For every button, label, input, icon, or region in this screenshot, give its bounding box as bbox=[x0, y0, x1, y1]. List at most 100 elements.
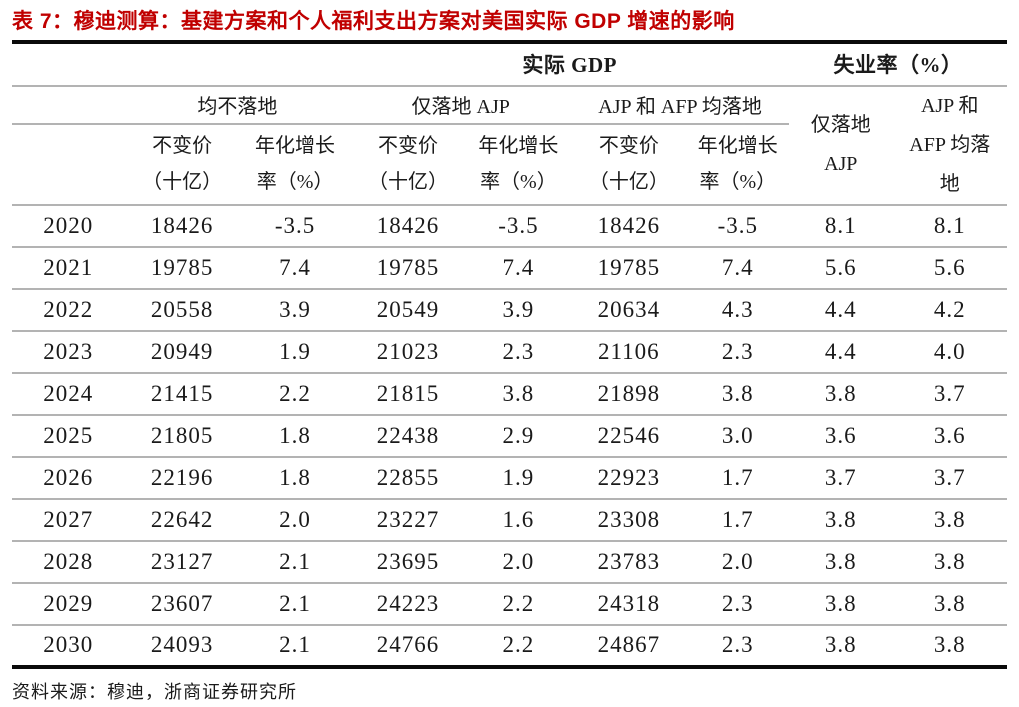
value-cell: 4.4 bbox=[789, 330, 893, 374]
value-cell: 3.8 bbox=[933, 632, 966, 657]
value-cell: 7.4 bbox=[465, 246, 572, 290]
value-cell: 18426 bbox=[571, 204, 687, 248]
year-cell: 2027 bbox=[12, 498, 125, 542]
value-cell: 3.0 bbox=[686, 414, 790, 458]
year-cell: 2030 bbox=[43, 632, 94, 657]
table-row: 2028 23127 2.1 23695 2.0 23783 2.0 3.8 3.8 bbox=[12, 540, 1007, 584]
table-row: 2024 21415 2.2 21815 3.8 21898 3.8 3.8 3.7 bbox=[12, 372, 1007, 416]
value-cell: 19785 bbox=[124, 246, 240, 290]
header-level-ajp-and-afp: 不变价 （十亿） bbox=[571, 123, 687, 206]
value-cell: 3.8 bbox=[824, 632, 857, 657]
value-cell: 3.7 bbox=[892, 372, 1007, 416]
value-cell: 2.0 bbox=[686, 540, 790, 584]
value-cell: -3.5 bbox=[239, 204, 351, 248]
page-title: 表 7：穆迪测算：基建方案和个人福利支出方案对美国实际 GDP 增速的影响 bbox=[12, 10, 735, 33]
value-cell: 3.6 bbox=[892, 414, 1007, 458]
value-cell: 3.9 bbox=[465, 288, 572, 332]
header-growth-none-landed: 年化增长 率（%） bbox=[239, 123, 351, 206]
header-level-ajp-only: 不变价 （十亿） bbox=[350, 123, 466, 206]
value-cell: 1.6 bbox=[465, 498, 572, 542]
value-cell: 8.1 bbox=[789, 204, 893, 248]
value-cell: 20558 bbox=[124, 288, 240, 332]
data-table: 实际 GDP 失业率（%） 均不落地 仅落地 AJP AJP 和 AFP 均落地… bbox=[12, 39, 1007, 669]
value-cell: 20949 bbox=[124, 330, 240, 374]
value-cell: 2.0 bbox=[239, 498, 351, 542]
value-cell: 2.0 bbox=[465, 540, 572, 584]
value-cell: 2.2 bbox=[465, 582, 572, 626]
value-cell: 23783 bbox=[571, 540, 687, 584]
value-cell: 3.8 bbox=[789, 540, 893, 584]
header-growth-ajp-and-afp: 年化增长 率（%） bbox=[686, 123, 790, 206]
value-cell: 21805 bbox=[124, 414, 240, 458]
table-row: 2022 20558 3.9 20549 3.9 20634 4.3 4.4 4.2 bbox=[12, 288, 1007, 332]
value-cell: 18426 bbox=[350, 204, 466, 248]
year-cell: 2020 bbox=[12, 204, 125, 248]
value-cell: 1.8 bbox=[239, 456, 351, 500]
value-cell: 4.4 bbox=[789, 288, 893, 332]
value-cell: 3.8 bbox=[789, 372, 893, 416]
value-cell: 24093 bbox=[150, 632, 214, 657]
table-row: 2027 22642 2.0 23227 1.6 23308 1.7 3.8 3.8 bbox=[12, 498, 1007, 542]
value-cell: 18426 bbox=[124, 204, 240, 248]
value-cell: 19785 bbox=[571, 246, 687, 290]
value-cell: 24766 bbox=[376, 632, 440, 657]
value-cell: 22438 bbox=[350, 414, 466, 458]
value-cell: -3.5 bbox=[465, 204, 572, 248]
header-row-scenarios: 均不落地 仅落地 AJP AJP 和 AFP 均落地 仅落地 AJP AJP 和… bbox=[12, 85, 1007, 206]
header-scenario-ajp-and-afp: AJP 和 AFP 均落地 bbox=[571, 85, 790, 125]
year-cell: 2024 bbox=[12, 372, 125, 416]
year-cell: 2026 bbox=[12, 456, 125, 500]
value-cell: 22923 bbox=[571, 456, 687, 500]
header-unemployment-rate: 失业率（%） bbox=[789, 41, 1007, 87]
value-cell: 24318 bbox=[571, 582, 687, 626]
value-cell: 1.9 bbox=[239, 330, 351, 374]
value-cell: 3.6 bbox=[789, 414, 893, 458]
value-cell: 2.3 bbox=[686, 582, 790, 626]
value-cell: 5.6 bbox=[789, 246, 893, 290]
value-cell: 1.7 bbox=[686, 498, 790, 542]
table-row: 2021 19785 7.4 19785 7.4 19785 7.4 5.6 5.6 bbox=[12, 246, 1007, 290]
value-cell: 4.0 bbox=[892, 330, 1007, 374]
value-cell: 2.1 bbox=[239, 582, 351, 626]
value-cell: 23127 bbox=[124, 540, 240, 584]
header-unemp-ajp-only: 仅落地 AJP bbox=[789, 85, 893, 206]
value-cell: 20634 bbox=[571, 288, 687, 332]
source-note: 资料来源：穆迪，浙商证券研究所 bbox=[12, 681, 297, 702]
table-row: 2020 18426 -3.5 18426 -3.5 18426 -3.5 8.1 8.1 bbox=[12, 204, 1007, 248]
value-cell: 22546 bbox=[571, 414, 687, 458]
value-cell: 2.9 bbox=[465, 414, 572, 458]
value-cell: 21898 bbox=[571, 372, 687, 416]
header-spacer bbox=[12, 85, 125, 125]
value-cell: 22642 bbox=[124, 498, 240, 542]
value-cell: 3.8 bbox=[789, 498, 893, 542]
value-cell: 4.2 bbox=[892, 288, 1007, 332]
year-cell: 2021 bbox=[12, 246, 125, 290]
table-row: 2025 21805 1.8 22438 2.9 22546 3.0 3.6 3.6 bbox=[12, 414, 1007, 458]
value-cell: 8.1 bbox=[892, 204, 1007, 248]
value-cell: 2.2 bbox=[502, 632, 535, 657]
header-real-gdp: 实际 GDP bbox=[350, 41, 790, 87]
value-cell: 2.2 bbox=[239, 372, 351, 416]
value-cell: 3.8 bbox=[686, 372, 790, 416]
value-cell: 21415 bbox=[124, 372, 240, 416]
value-cell: 23607 bbox=[124, 582, 240, 626]
value-cell: 3.7 bbox=[789, 456, 893, 500]
table-body: 2020 18426 -3.5 18426 -3.5 18426 -3.5 8.1 8.1 202… bbox=[12, 204, 1007, 667]
value-cell: 21106 bbox=[571, 330, 687, 374]
table-row: 2030 24093 2.1 24766 2.2 24867 2.3 3.8 3.8 bbox=[12, 625, 1007, 667]
value-cell: 3.7 bbox=[892, 456, 1007, 500]
header-scenario-ajp-only: 仅落地 AJP bbox=[350, 85, 572, 125]
year-cell: 2025 bbox=[12, 414, 125, 458]
value-cell: 4.3 bbox=[686, 288, 790, 332]
value-cell: 23308 bbox=[571, 498, 687, 542]
value-cell: 3.8 bbox=[465, 372, 572, 416]
table-row: 2026 22196 1.8 22855 1.9 22923 1.7 3.7 3.7 bbox=[12, 456, 1007, 500]
year-cell: 2022 bbox=[12, 288, 125, 332]
value-cell: 2.1 bbox=[239, 540, 351, 584]
value-cell: 5.6 bbox=[892, 246, 1007, 290]
value-cell: 2.3 bbox=[465, 330, 572, 374]
value-cell: 1.7 bbox=[686, 456, 790, 500]
value-cell: 3.8 bbox=[892, 498, 1007, 542]
year-cell: 2029 bbox=[12, 582, 125, 626]
